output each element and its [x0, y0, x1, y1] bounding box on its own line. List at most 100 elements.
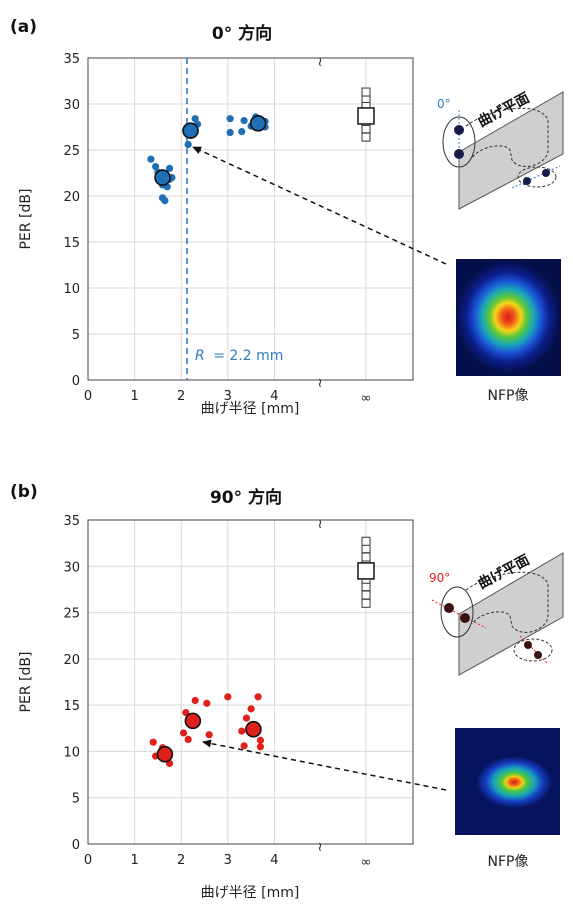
- data-point: [226, 128, 234, 137]
- data-point: [205, 731, 213, 739]
- x-tick-label: 3: [224, 389, 232, 404]
- panel-a-fiber-path: [465, 107, 549, 167]
- panel-a-arrow: [192, 146, 447, 265]
- panel-b-label: (b): [10, 482, 38, 502]
- data-point: [147, 155, 155, 163]
- x-tick-label: 2: [177, 389, 185, 404]
- panel-a-grid: [88, 57, 413, 381]
- panel-a-core-bottom: [454, 149, 464, 159]
- data-point: [240, 742, 248, 750]
- mean-point: [182, 122, 199, 139]
- panel-b-y-axis-label: PER [dB]: [18, 652, 34, 713]
- x-tick-label: 3: [224, 853, 232, 868]
- y-tick-label: 35: [63, 52, 80, 67]
- y-tick-label: 10: [63, 282, 80, 297]
- data-point: [238, 128, 246, 136]
- y-tick-label: 35: [63, 514, 80, 529]
- panel-a-direction-line-2: [511, 165, 561, 189]
- panel-a-fiber-end-circle: [442, 116, 476, 168]
- data-point: [191, 696, 199, 705]
- data-point: [184, 140, 192, 149]
- data-point: [254, 693, 262, 701]
- data-point: [184, 735, 192, 743]
- x-tick-label-infinity: ∞: [361, 391, 372, 406]
- panel-a: (a) 0° 方向 0 5 10 15 20 25 30 35 0 1 2 3 4 ∞ ≀ ≀ R = 2…: [10, 17, 564, 417]
- data-point: [242, 714, 251, 722]
- panel-b-nfp-image: [468, 752, 552, 810]
- panel-a-plot-frame: [87, 57, 414, 381]
- y-tick-label: 0: [72, 374, 80, 389]
- y-tick-label: 25: [63, 607, 80, 622]
- data-point: [179, 729, 188, 737]
- x-tick-label: 0: [84, 389, 92, 404]
- panel-a-nfp-caption: NFP像: [488, 388, 529, 404]
- panel-b-bend-plane-diagram: 曲げ平面 90°: [429, 551, 564, 676]
- x-tick-label: 4: [270, 853, 278, 868]
- panel-a-y-axis-label: PER [dB]: [18, 189, 34, 250]
- panel-b-axis-break-bottom: ≀: [318, 840, 323, 855]
- panel-b-direction-line-2: [519, 635, 549, 665]
- panel-b-core-left: [444, 603, 454, 613]
- panel-a-axis-break-top: ≀: [318, 55, 323, 70]
- panel-a-reference-label: R = 2.2 mm: [195, 348, 283, 364]
- panel-a-bend-plane: [458, 91, 564, 210]
- panel-b-core-2b: [534, 651, 542, 659]
- y-tick-label: 25: [63, 144, 80, 159]
- infinity-point: [361, 590, 371, 600]
- x-tick-label: 1: [130, 389, 138, 404]
- y-tick-label: 5: [72, 328, 80, 343]
- data-point: [151, 162, 160, 171]
- panel-b-fiber-end-circle-2: [513, 638, 553, 662]
- panel-b-x-axis-label: 曲げ半径 [mm]: [201, 885, 300, 901]
- panel-b-plot-frame: [87, 519, 414, 845]
- x-tick-label-infinity: ∞: [361, 855, 372, 870]
- panel-b-title: 90° 方向: [210, 487, 282, 508]
- panel-b: (b) 90° 方向 0 5 10 15 20 25 30 35 0 1 2 3 4 ∞ ≀ ≀ 曲げ半径…: [10, 482, 564, 901]
- panel-a-x-axis-label: 曲げ半径 [mm]: [201, 401, 300, 417]
- panel-a-points: [147, 87, 375, 205]
- data-point: [149, 738, 157, 746]
- panel-b-points: [149, 536, 375, 768]
- panel-b-core-2a: [524, 641, 532, 649]
- infinity-point: [361, 536, 371, 546]
- panel-b-angle-label: 90°: [429, 571, 450, 585]
- panel-a-core-2a: [523, 177, 531, 185]
- panel-b-core-right: [460, 613, 470, 623]
- panel-a-axis-break-bottom: ≀: [318, 376, 323, 391]
- infinity-mean-point: [357, 562, 375, 580]
- x-tick-label: 2: [177, 853, 185, 868]
- mean-point: [154, 169, 171, 186]
- panel-b-axis-break-top: ≀: [318, 517, 323, 532]
- panel-b-arrow: [202, 739, 447, 791]
- data-point: [182, 708, 190, 717]
- panel-a-reference-value: = 2.2 mm: [213, 348, 283, 364]
- panel-a-label: (a): [10, 17, 37, 37]
- data-point: [203, 699, 211, 707]
- data-point: [161, 197, 169, 205]
- x-tick-label: 1: [130, 853, 138, 868]
- mean-point: [156, 745, 174, 763]
- y-tick-label: 20: [63, 653, 80, 668]
- x-tick-label: 4: [270, 389, 278, 404]
- panel-a-bend-plane-diagram: 曲げ平面 0°: [437, 89, 564, 210]
- infinity-point: [361, 124, 371, 134]
- mean-point: [245, 720, 262, 738]
- data-point: [240, 116, 248, 125]
- data-point: [247, 705, 255, 713]
- panel-a-title: 0° 方向: [212, 23, 272, 44]
- panel-b-tick-labels: 0 5 10 15 20 25 30 35 0 1 2 3 4 ∞: [63, 514, 371, 870]
- panel-a-nfp-image: [456, 261, 560, 373]
- panel-a-core-2b: [542, 169, 550, 177]
- mean-point: [249, 115, 267, 132]
- panel-b-nfp-caption: NFP像: [488, 854, 529, 870]
- mean-point: [184, 712, 202, 730]
- y-tick-label: 10: [63, 745, 80, 760]
- panel-b-bend-plane: [458, 552, 564, 676]
- y-tick-label: 20: [63, 190, 80, 205]
- y-tick-label: 15: [63, 236, 80, 251]
- panel-a-tick-labels: 0 5 10 15 20 25 30 35 0 1 2 3 4 ∞: [63, 52, 371, 406]
- y-tick-label: 30: [63, 560, 80, 575]
- data-point: [191, 115, 199, 123]
- data-point: [238, 727, 246, 735]
